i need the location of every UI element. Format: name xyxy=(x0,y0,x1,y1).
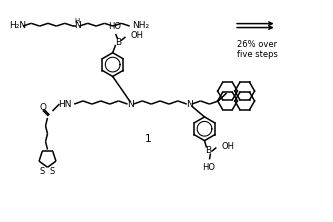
Text: B: B xyxy=(116,38,122,47)
Text: 1: 1 xyxy=(145,134,152,144)
Text: OH: OH xyxy=(221,142,234,151)
Text: HO: HO xyxy=(202,163,215,172)
Text: 26% over
five steps: 26% over five steps xyxy=(237,40,278,59)
Text: H₂N: H₂N xyxy=(9,21,26,30)
Text: NH₂: NH₂ xyxy=(132,21,149,30)
Text: B: B xyxy=(205,146,211,155)
Text: N: N xyxy=(74,21,81,30)
Text: N: N xyxy=(186,100,193,109)
Text: N: N xyxy=(127,100,134,109)
Text: HN: HN xyxy=(59,100,72,109)
Text: OH: OH xyxy=(131,32,144,40)
Text: HO: HO xyxy=(108,22,121,31)
Text: S: S xyxy=(50,167,55,176)
Text: H: H xyxy=(75,18,80,24)
Text: O: O xyxy=(39,103,46,113)
Text: S: S xyxy=(40,167,45,176)
